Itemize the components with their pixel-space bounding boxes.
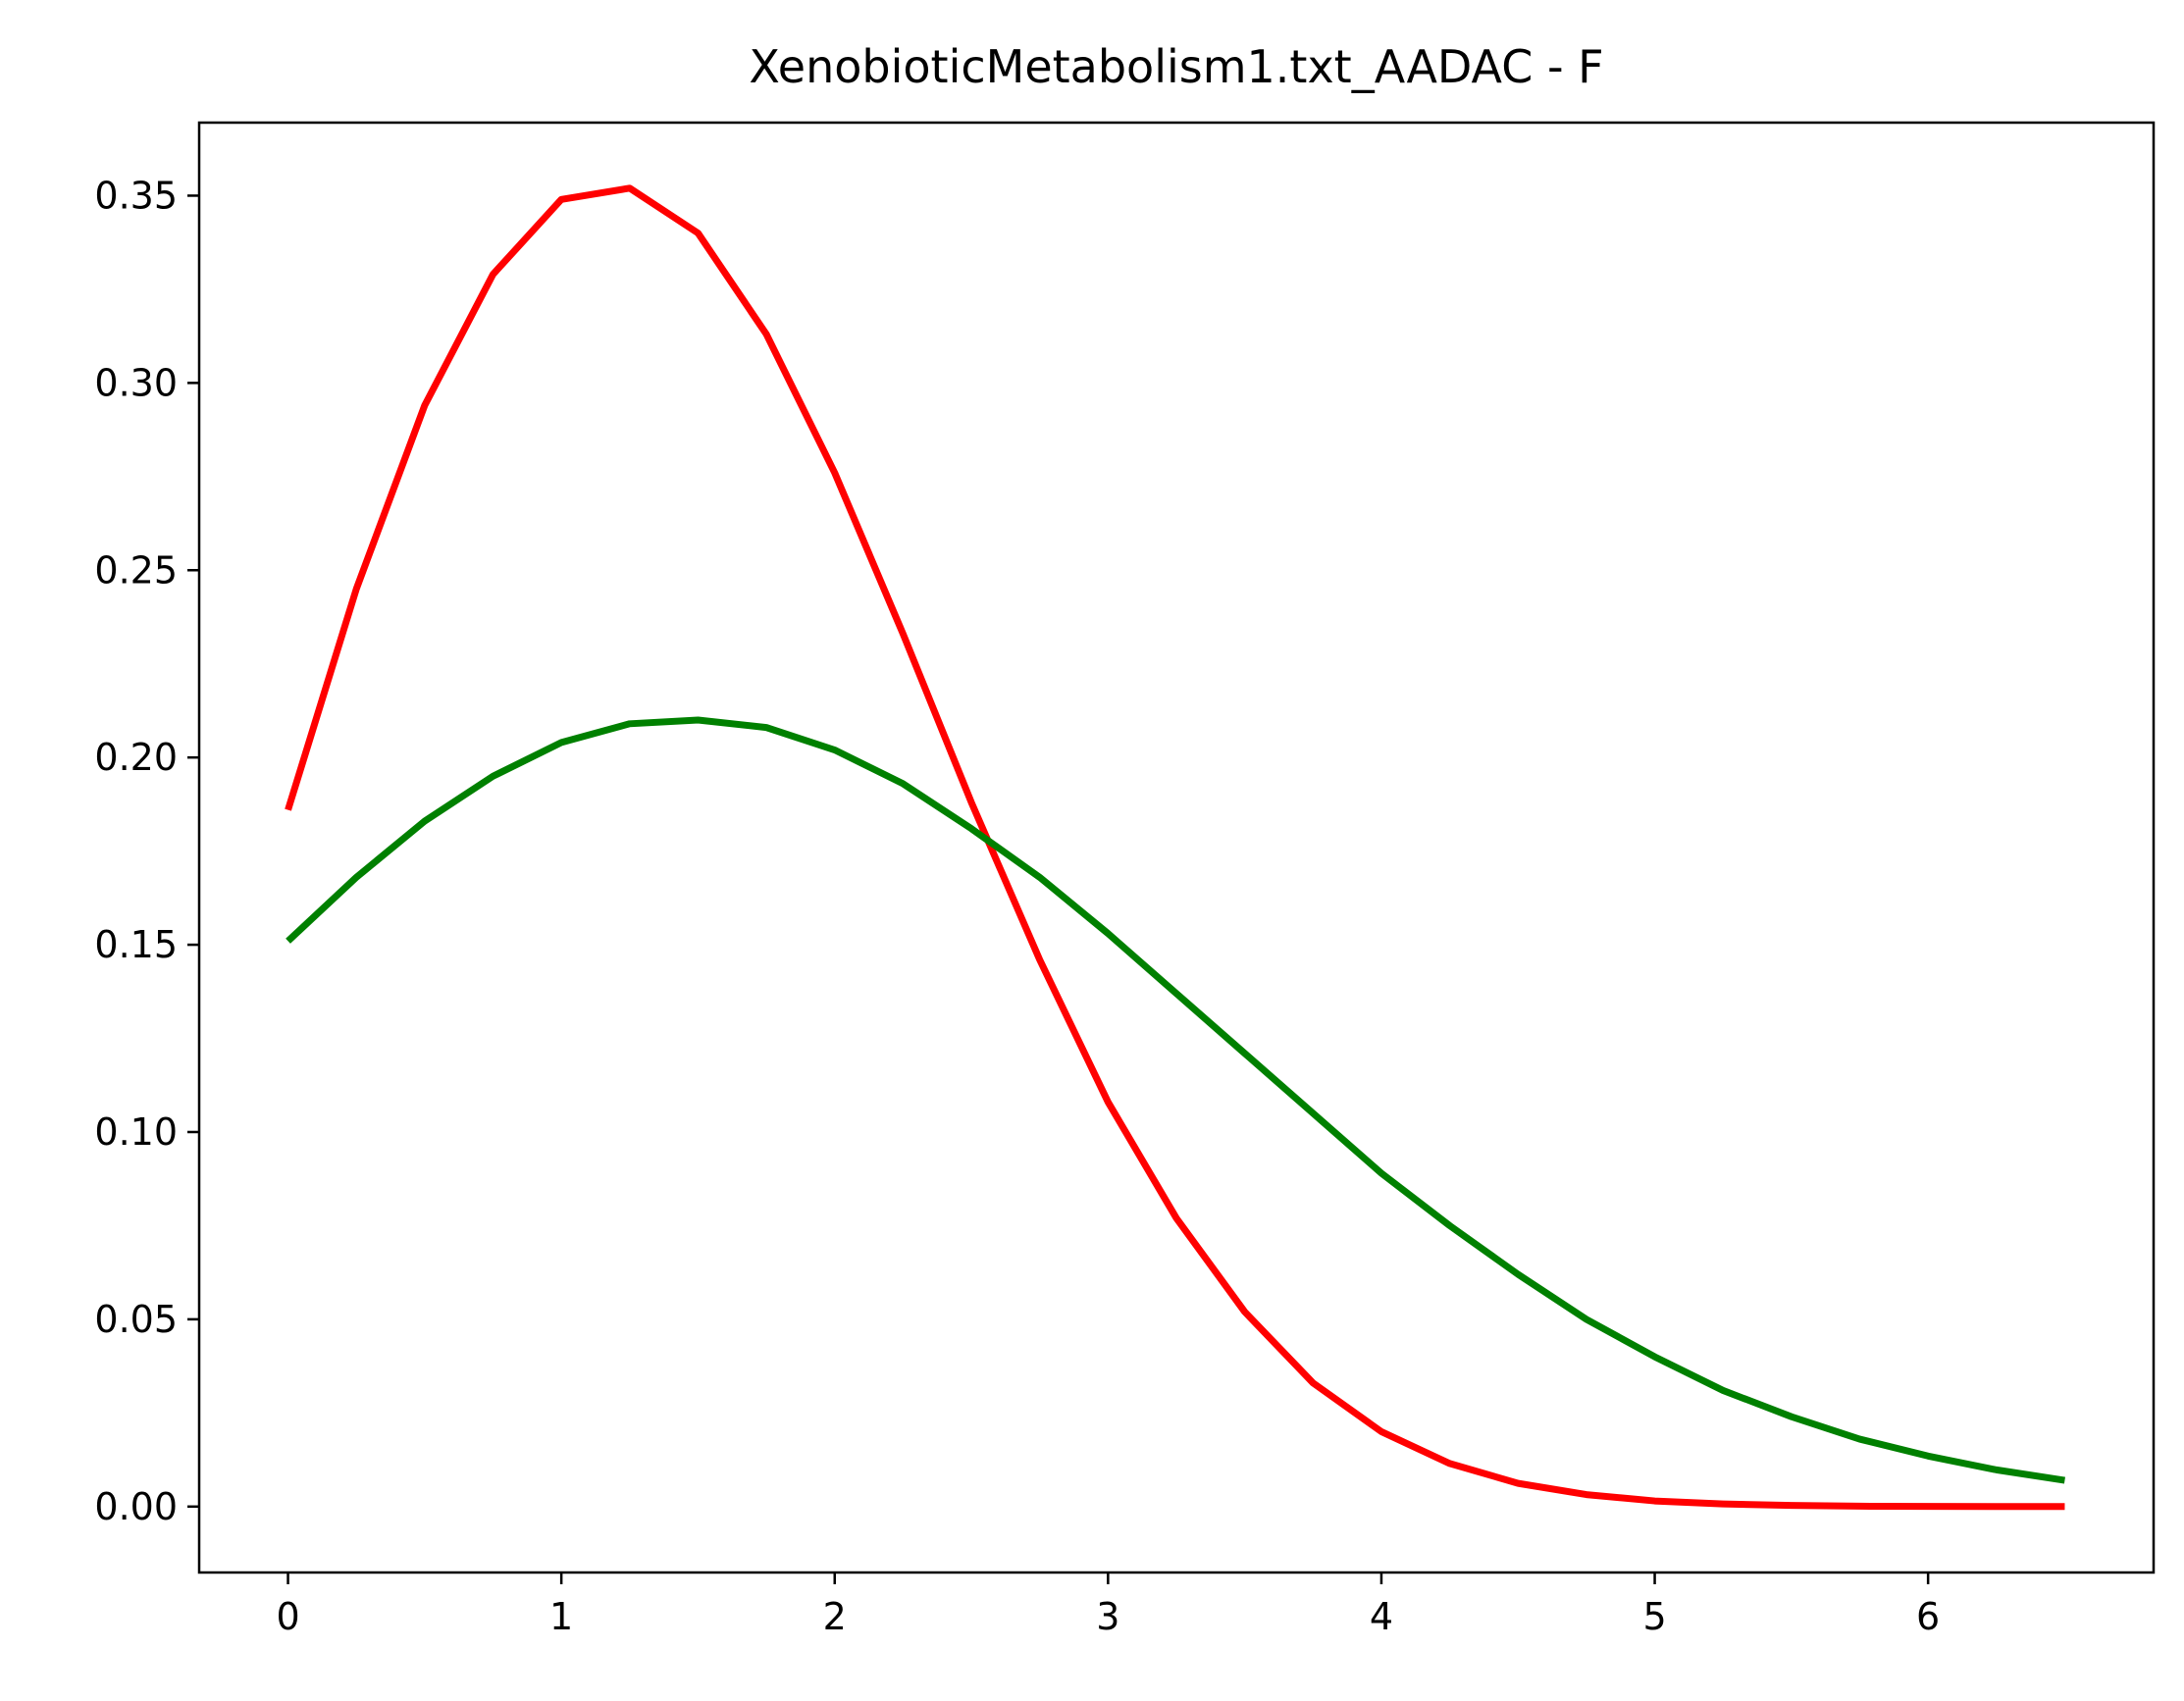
- x-tick-label: 6: [1916, 1595, 1940, 1638]
- plot-area-frame: [197, 121, 2156, 1574]
- axes-layer: 0 1 2 3 4 5 6 0.00 0.05 0.10 0.15 0.20 0.25 0.30 0.35: [94, 174, 1940, 1638]
- series-line-1: [285, 184, 2065, 1511]
- series-line-2: [286, 716, 2065, 1484]
- y-tick-label: 0.15: [94, 923, 178, 966]
- x-tick-label: 3: [1096, 1595, 1119, 1638]
- x-tick-label: 1: [549, 1595, 573, 1638]
- y-tick-label: 0.10: [94, 1110, 178, 1154]
- y-tick-label: 0.35: [94, 174, 178, 217]
- x-tick-label: 2: [823, 1595, 847, 1638]
- y-tick-label: 0.20: [94, 736, 178, 779]
- x-tick-label: 0: [276, 1595, 299, 1638]
- y-tick-label: 0.25: [94, 548, 178, 592]
- x-tick-label: 5: [1642, 1595, 1666, 1638]
- y-tick-label: 0.05: [94, 1298, 178, 1341]
- y-tick-label: 0.00: [94, 1485, 178, 1528]
- chart-title: XenobioticMetabolism1.txt_AADAC - F: [749, 40, 1603, 93]
- series-layer: [285, 184, 2065, 1511]
- y-tick-label: 0.30: [94, 361, 178, 404]
- x-tick-label: 4: [1370, 1595, 1393, 1638]
